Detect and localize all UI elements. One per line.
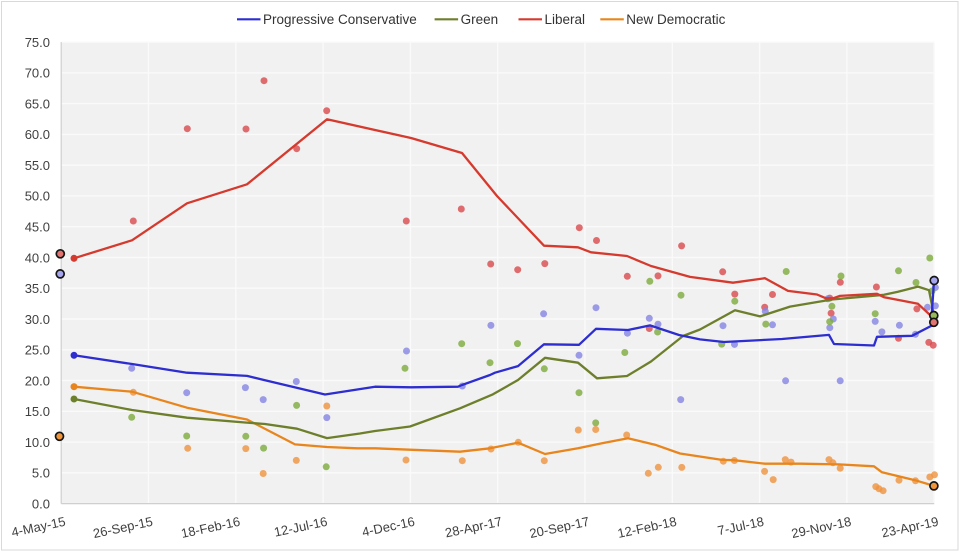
svg-text:75.0: 75.0 [25,35,50,50]
svg-text:30.0: 30.0 [25,312,50,327]
svg-text:10.0: 10.0 [25,435,50,450]
svg-text:5.0: 5.0 [32,466,50,481]
svg-text:25.0: 25.0 [25,343,50,358]
svg-text:20.0: 20.0 [25,373,50,388]
svg-text:45.0: 45.0 [25,220,50,235]
svg-text:New Democratic: New Democratic [626,12,725,27]
svg-text:Green: Green [461,12,499,27]
svg-text:Progressive Conservative: Progressive Conservative [263,12,417,27]
svg-text:15.0: 15.0 [25,404,50,419]
svg-text:0.0: 0.0 [32,496,50,511]
svg-text:65.0: 65.0 [25,96,50,111]
svg-text:35.0: 35.0 [25,281,50,296]
svg-text:60.0: 60.0 [25,127,50,142]
svg-text:Liberal: Liberal [545,12,586,27]
svg-text:50.0: 50.0 [25,189,50,204]
svg-text:40.0: 40.0 [25,250,50,265]
svg-text:70.0: 70.0 [25,66,50,81]
svg-text:55.0: 55.0 [25,158,50,173]
